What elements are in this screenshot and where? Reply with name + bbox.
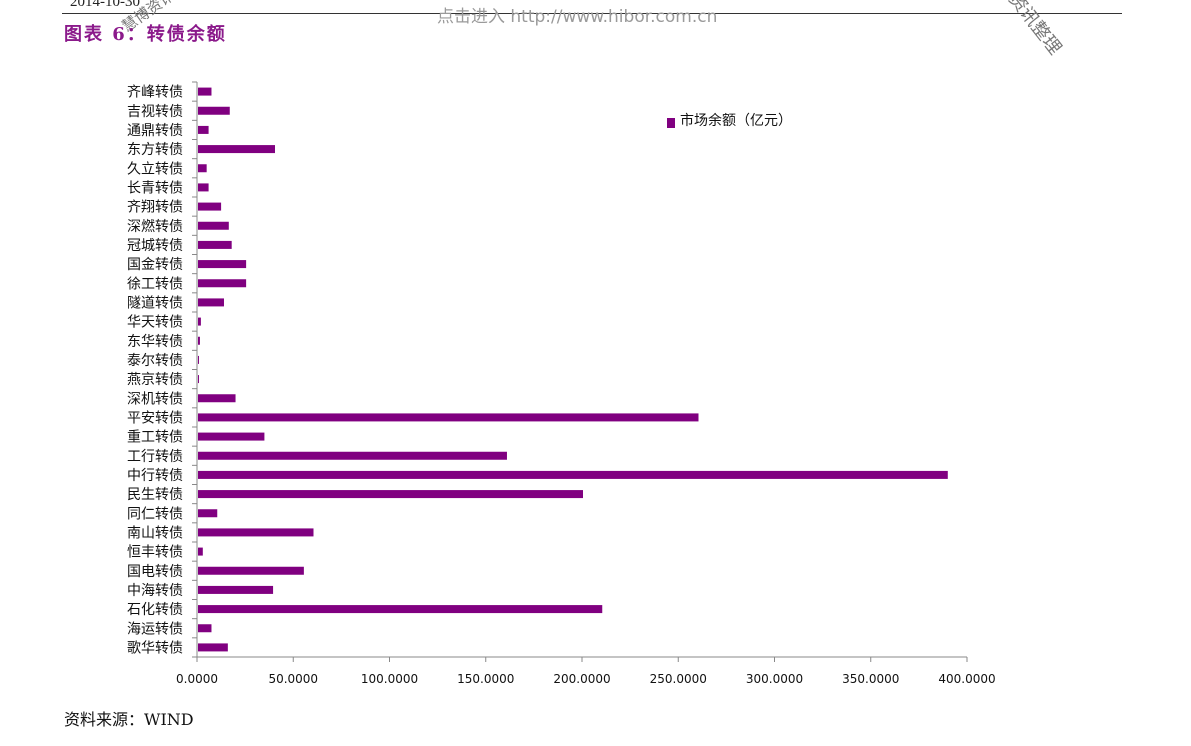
bar-1 xyxy=(198,106,230,115)
bar-24 xyxy=(198,547,203,556)
bar-14 xyxy=(198,355,199,364)
bar-chart: 齐峰转债吉视转债通鼎转债东方转债久立转债长青转债齐翔转债深燃转债冠城转债国金转债… xyxy=(127,81,996,686)
bar-27 xyxy=(198,605,603,614)
bar-13 xyxy=(198,336,200,345)
category-label: 重工转债 xyxy=(127,430,183,446)
watermark-link[interactable]: 点击进入 http://www.hibor.com.cn xyxy=(437,7,718,27)
source-note: 资料来源：WIND xyxy=(64,710,194,729)
category-label: 国金转债 xyxy=(127,257,183,273)
x-tick-label: 50.0000 xyxy=(268,672,318,686)
category-label: 华天转债 xyxy=(127,315,183,331)
category-label: 恒丰转债 xyxy=(127,545,183,561)
category-label: 吉视转债 xyxy=(127,104,183,120)
bar-21 xyxy=(198,490,583,499)
header-date: 2014-10-30 xyxy=(70,0,140,10)
bar-3 xyxy=(198,145,275,154)
bar-29 xyxy=(198,643,228,652)
category-label-group: 齐峰转债吉视转债通鼎转债东方转债久立转债长青转债齐翔转债深燃转债冠城转债国金转债… xyxy=(127,85,183,657)
category-label: 歌华转债 xyxy=(127,640,183,656)
category-label: 冠城转债 xyxy=(127,238,183,254)
bar-16 xyxy=(198,394,236,403)
category-label: 同仁转债 xyxy=(127,506,183,522)
x-tick-group: 0.0000 50.0000 100.0000 150.0000 200.0000 250… xyxy=(176,657,996,686)
bar-12 xyxy=(198,317,201,326)
bar-20 xyxy=(198,470,948,479)
bar-11 xyxy=(198,298,224,307)
category-label: 海运转债 xyxy=(127,621,183,637)
figure-title: 图表 6：转债余额 xyxy=(64,24,227,45)
x-tick-label: 200.0000 xyxy=(553,672,610,686)
category-label: 齐翔转债 xyxy=(127,200,183,216)
category-label: 东方转债 xyxy=(127,142,183,158)
bar-28 xyxy=(198,624,212,633)
category-label: 齐峰转债 xyxy=(127,85,183,101)
category-label: 平安转债 xyxy=(127,410,183,426)
category-label: 燕京转债 xyxy=(127,372,183,388)
legend-label: 市场余额（亿元） xyxy=(680,112,792,129)
category-label: 民生转债 xyxy=(127,487,183,503)
category-label: 泰尔转债 xyxy=(127,353,183,369)
category-label: 通鼎转债 xyxy=(127,123,183,139)
bar-9 xyxy=(198,260,247,269)
bar-2 xyxy=(198,125,209,134)
bar-7 xyxy=(198,221,229,230)
bar-23 xyxy=(198,528,314,537)
x-tick-label: 300.0000 xyxy=(746,672,803,686)
legend: 市场余额（亿元） xyxy=(667,112,792,129)
x-tick-label: 150.0000 xyxy=(457,672,514,686)
bar-group xyxy=(198,87,948,652)
x-tick-label: 350.0000 xyxy=(842,672,899,686)
bar-6 xyxy=(198,202,222,211)
legend-swatch xyxy=(667,118,675,128)
bar-18 xyxy=(198,432,265,441)
category-label: 南山转债 xyxy=(127,525,183,541)
category-label: 国电转债 xyxy=(127,564,183,580)
category-label: 深机转债 xyxy=(127,391,183,407)
category-label: 久立转债 xyxy=(127,161,183,177)
category-label: 工行转债 xyxy=(127,449,183,465)
bar-4 xyxy=(198,164,207,173)
bar-0 xyxy=(198,87,212,96)
bar-25 xyxy=(198,566,304,575)
header-rule xyxy=(62,13,1122,14)
x-tick-label: 0.0000 xyxy=(176,672,218,686)
category-label: 东华转债 xyxy=(127,334,183,350)
category-label: 中行转债 xyxy=(127,468,183,484)
x-tick-label: 400.0000 xyxy=(938,672,995,686)
category-label: 中海转债 xyxy=(127,583,183,599)
bar-19 xyxy=(198,451,507,460)
x-tick-label: 250.0000 xyxy=(650,672,707,686)
bar-17 xyxy=(198,413,699,422)
bar-22 xyxy=(198,509,218,518)
bar-5 xyxy=(198,183,209,192)
bar-10 xyxy=(198,279,247,288)
bar-8 xyxy=(198,240,232,249)
category-label: 徐工转债 xyxy=(127,276,183,292)
category-label: 石化转债 xyxy=(127,602,183,618)
category-label: 深燃转债 xyxy=(127,218,183,235)
x-tick-label: 100.0000 xyxy=(361,672,418,686)
bar-15 xyxy=(198,375,199,384)
y-tick-group xyxy=(192,81,197,658)
category-label: 长青转债 xyxy=(127,180,183,196)
bar-26 xyxy=(198,585,274,594)
category-label: 隧道转债 xyxy=(127,295,183,311)
